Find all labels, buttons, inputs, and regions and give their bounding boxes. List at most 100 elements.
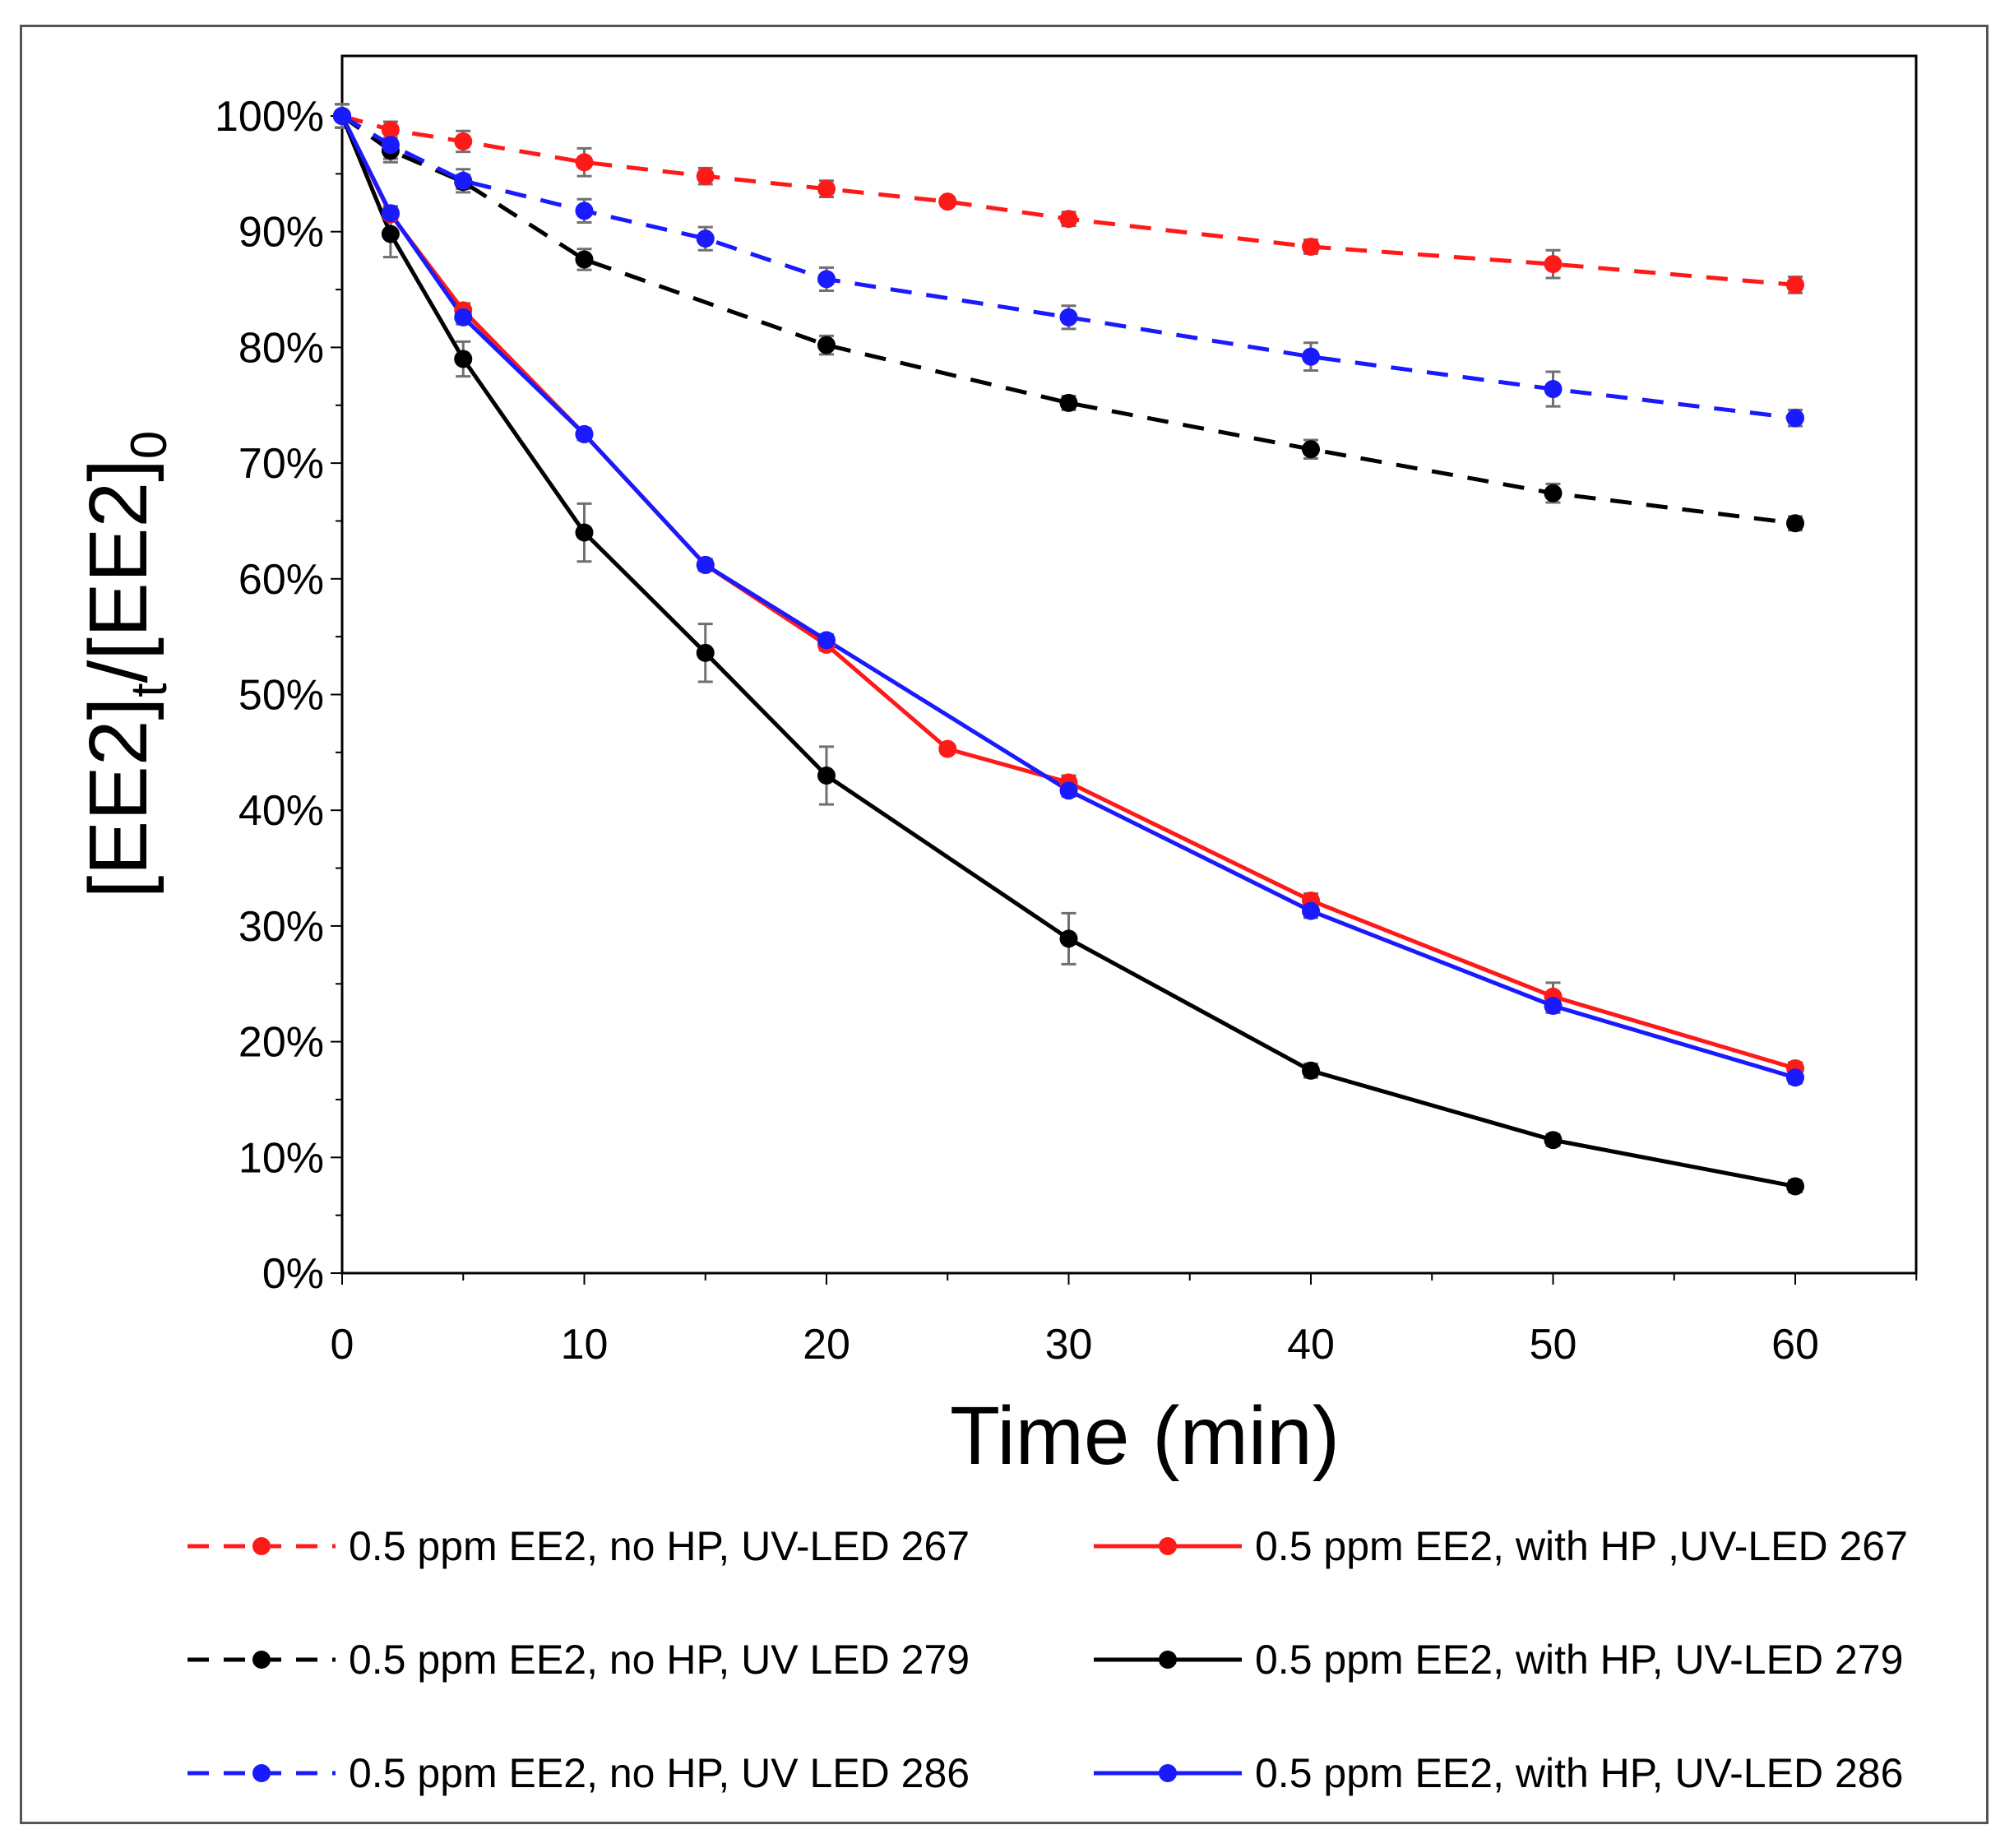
legend-swatch-marker — [252, 1537, 271, 1555]
y-tick-label: 10% — [238, 1134, 324, 1182]
data-point — [454, 132, 473, 151]
legend-item: 0.5 ppm EE2, with HP, UV-LED 279 — [1094, 1637, 1903, 1683]
data-point — [1544, 484, 1563, 503]
y-tick-label: 0% — [262, 1250, 324, 1298]
series-line-5 — [340, 113, 1796, 420]
y-axis-title-sub-0: 0 — [121, 431, 178, 459]
series-line-6 — [340, 114, 1796, 1080]
data-point — [1544, 996, 1563, 1015]
x-tick-label: 0 — [331, 1321, 354, 1369]
legend-label: 0.5 ppm EE2, no HP, UV-LED 267 — [349, 1523, 970, 1569]
data-point — [817, 179, 836, 198]
data-point — [1786, 409, 1804, 428]
x-tick-labels: 0 10 20 30 40 50 60 — [331, 1321, 1819, 1369]
x-tick-label: 30 — [1045, 1321, 1093, 1369]
y-tick-label: 100% — [215, 93, 324, 141]
x-axis-title: Time (min) — [950, 1390, 1340, 1482]
y-tick-label: 60% — [238, 556, 324, 604]
data-point — [696, 643, 715, 662]
series-lines — [340, 113, 1796, 1188]
y-tick-label: 20% — [238, 1019, 324, 1067]
legend-swatch-marker — [252, 1651, 271, 1669]
data-point — [1302, 237, 1320, 256]
data-point — [817, 336, 836, 354]
data-point — [1302, 347, 1320, 366]
series-points — [333, 107, 1804, 1196]
legend: 0.5 ppm EE2, no HP, UV-LED 267 0.5 ppm EE… — [188, 1523, 1908, 1796]
y-axis-title-sub-t: t — [121, 683, 178, 697]
x-tick-label: 40 — [1287, 1321, 1335, 1369]
data-point — [1786, 514, 1804, 533]
legend-swatch-marker — [252, 1764, 271, 1782]
y-axis-title-mid: /[EE2] — [72, 459, 164, 683]
y-tick-label: 70% — [238, 440, 324, 488]
legend-swatch-marker — [1159, 1651, 1177, 1669]
data-point — [1059, 393, 1078, 412]
figure-frame — [20, 25, 1989, 1824]
y-tick-label: 30% — [238, 903, 324, 951]
data-point — [575, 153, 594, 172]
data-point — [454, 171, 473, 190]
data-point — [381, 225, 400, 243]
legend-swatch-marker — [1159, 1537, 1177, 1555]
data-point — [1544, 1131, 1563, 1150]
data-point — [454, 308, 473, 327]
data-point — [454, 350, 473, 368]
data-point — [1786, 1068, 1804, 1087]
legend-label: 0.5 ppm EE2, with HP, UV-LED 286 — [1255, 1750, 1903, 1796]
x-tick-label: 10 — [561, 1321, 609, 1369]
data-point — [696, 167, 715, 186]
data-point — [817, 270, 836, 289]
data-point — [1302, 1061, 1320, 1080]
data-point — [817, 766, 836, 785]
data-point — [1786, 1177, 1804, 1196]
legend-item: 0.5 ppm EE2, no HP, UV LED 279 — [188, 1637, 970, 1683]
y-axis-title-main: [EE2] — [72, 697, 164, 899]
data-point — [1544, 255, 1563, 274]
data-point — [575, 523, 594, 542]
plot-area — [340, 54, 1918, 1275]
data-point — [333, 107, 351, 125]
data-point — [1059, 308, 1078, 327]
y-tick-label: 80% — [238, 324, 324, 372]
data-point — [696, 555, 715, 574]
data-point — [381, 204, 400, 223]
x-tick-label: 20 — [803, 1321, 850, 1369]
data-point — [381, 136, 400, 155]
series-line-3 — [340, 113, 1796, 526]
data-point — [575, 424, 594, 443]
legend-item: 0.5 ppm EE2, no HP, UV LED 286 — [188, 1750, 970, 1796]
y-tick-labels: 0% 10% 20% 30% 40% 50% 60% 70% 80% 90% 100% — [215, 93, 324, 1298]
x-tick-label: 50 — [1530, 1321, 1577, 1369]
axis-ticks — [331, 115, 1918, 1285]
legend-swatch-marker — [1159, 1764, 1177, 1782]
data-point — [1544, 380, 1563, 399]
data-point — [575, 201, 594, 220]
data-point — [817, 631, 836, 650]
data-point — [938, 192, 957, 211]
data-point — [1302, 440, 1320, 459]
data-point — [1786, 276, 1804, 294]
data-point — [575, 250, 594, 269]
data-point — [1059, 929, 1078, 948]
data-point — [381, 120, 400, 139]
data-point — [938, 739, 957, 758]
legend-label: 0.5 ppm EE2, no HP, UV LED 279 — [349, 1637, 970, 1683]
data-point — [1302, 901, 1320, 920]
y-tick-label: 50% — [238, 672, 324, 720]
data-point — [1059, 210, 1078, 229]
legend-label: 0.5 ppm EE2, with HP ,UV-LED 267 — [1255, 1523, 1908, 1569]
data-point — [1059, 781, 1078, 800]
legend-label: 0.5 ppm EE2, with HP, UV-LED 279 — [1255, 1637, 1903, 1683]
y-axis-title: [EE2]t/[EE2]0 — [72, 431, 178, 899]
series-line-4 — [340, 115, 1796, 1188]
y-tick-label: 90% — [238, 209, 324, 257]
data-point — [696, 229, 715, 248]
series-line-1 — [341, 113, 1796, 287]
legend-item: 0.5 ppm EE2, no HP, UV-LED 267 — [188, 1523, 970, 1569]
legend-item: 0.5 ppm EE2, with HP ,UV-LED 267 — [1094, 1523, 1908, 1569]
y-tick-label: 40% — [238, 787, 324, 835]
legend-item: 0.5 ppm EE2, with HP, UV-LED 286 — [1094, 1750, 1903, 1796]
x-tick-label: 60 — [1771, 1321, 1819, 1369]
